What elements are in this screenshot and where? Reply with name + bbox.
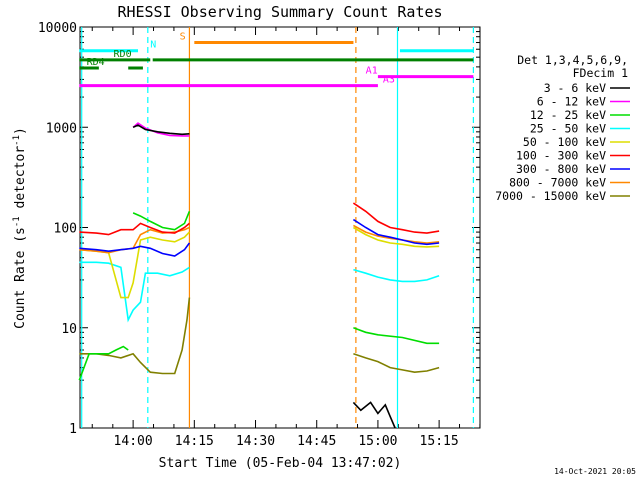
plot-frame (79, 26, 481, 429)
series-line (132, 124, 190, 136)
legend-label: 7000 - 15000 keV (495, 189, 606, 203)
plot-area: 1 10 100 1000 10000 14:00 14:15 14:30 14:45 15:00… (38, 21, 481, 449)
legend-label: 300 - 800 keV (516, 162, 606, 176)
y-tick-label: 10000 (38, 21, 77, 36)
chart-title: RHESSI Observing Summary Count Rates (117, 3, 442, 21)
series-line (79, 222, 190, 236)
series-line (353, 353, 440, 374)
x-tick-label: 14:00 (114, 434, 153, 449)
series-line (352, 401, 396, 429)
x-axis-label: Start Time (05-Feb-04 13:47:02) (159, 456, 402, 471)
series-line (79, 231, 190, 299)
y-axis-label-part: detector (13, 146, 28, 217)
y-tick-label: 1 (69, 422, 77, 437)
state-label-n: N (150, 40, 156, 51)
series-line (353, 268, 440, 283)
x-tick-label: 14:30 (236, 434, 275, 449)
x-tick-label: 14:15 (175, 434, 214, 449)
legend-label: 6 - 12 keV (537, 95, 606, 109)
state-label-rd0: RD0 (114, 49, 132, 60)
series-line (79, 242, 191, 257)
y-tick-label: 100 (54, 222, 77, 237)
y-axis-label-part: Count Rate (s (13, 227, 28, 329)
x-tick-label: 14:45 (297, 434, 336, 449)
legend-header-line-1: Det 1,3,4,5,6,9, (517, 53, 628, 67)
legend-header-line-2: FDecim 1 (573, 66, 628, 80)
x-tick-label: 15:00 (358, 434, 397, 449)
y-axis-label-superscript: -1 (12, 216, 22, 227)
series-line (353, 327, 440, 345)
series-line (79, 261, 190, 323)
series-line (78, 345, 129, 381)
footer-timestamp: 14-Oct-2021 20:05 (554, 467, 636, 476)
legend-label: 50 - 100 keV (523, 135, 606, 149)
series-line (132, 122, 190, 137)
y-axis-label: Count Rate (s-1 detector-1) (12, 127, 28, 329)
y-tick-label: 1000 (46, 121, 77, 136)
legend-label: 3 - 6 keV (544, 81, 606, 95)
y-axis-label-superscript: -1 (12, 135, 22, 146)
x-tick-label: 15:15 (420, 434, 459, 449)
series-line (353, 226, 440, 248)
series-line (79, 297, 191, 375)
state-label-a3: A3 (383, 75, 395, 86)
legend-label: 25 - 50 keV (530, 122, 606, 136)
series-line (132, 210, 191, 231)
y-tick-label: 10 (61, 322, 77, 337)
state-label-a1: A1 (366, 66, 378, 77)
state-label-rd4: RD4 (87, 57, 105, 68)
series-line (352, 202, 440, 234)
legend-label: 12 - 25 keV (530, 108, 606, 122)
legend-label: 800 - 7000 keV (509, 176, 606, 190)
legend-label: 100 - 300 keV (516, 149, 606, 163)
state-label-s: S (180, 32, 186, 43)
series-line (352, 218, 440, 246)
y-axis-label-part: ) (13, 127, 28, 135)
